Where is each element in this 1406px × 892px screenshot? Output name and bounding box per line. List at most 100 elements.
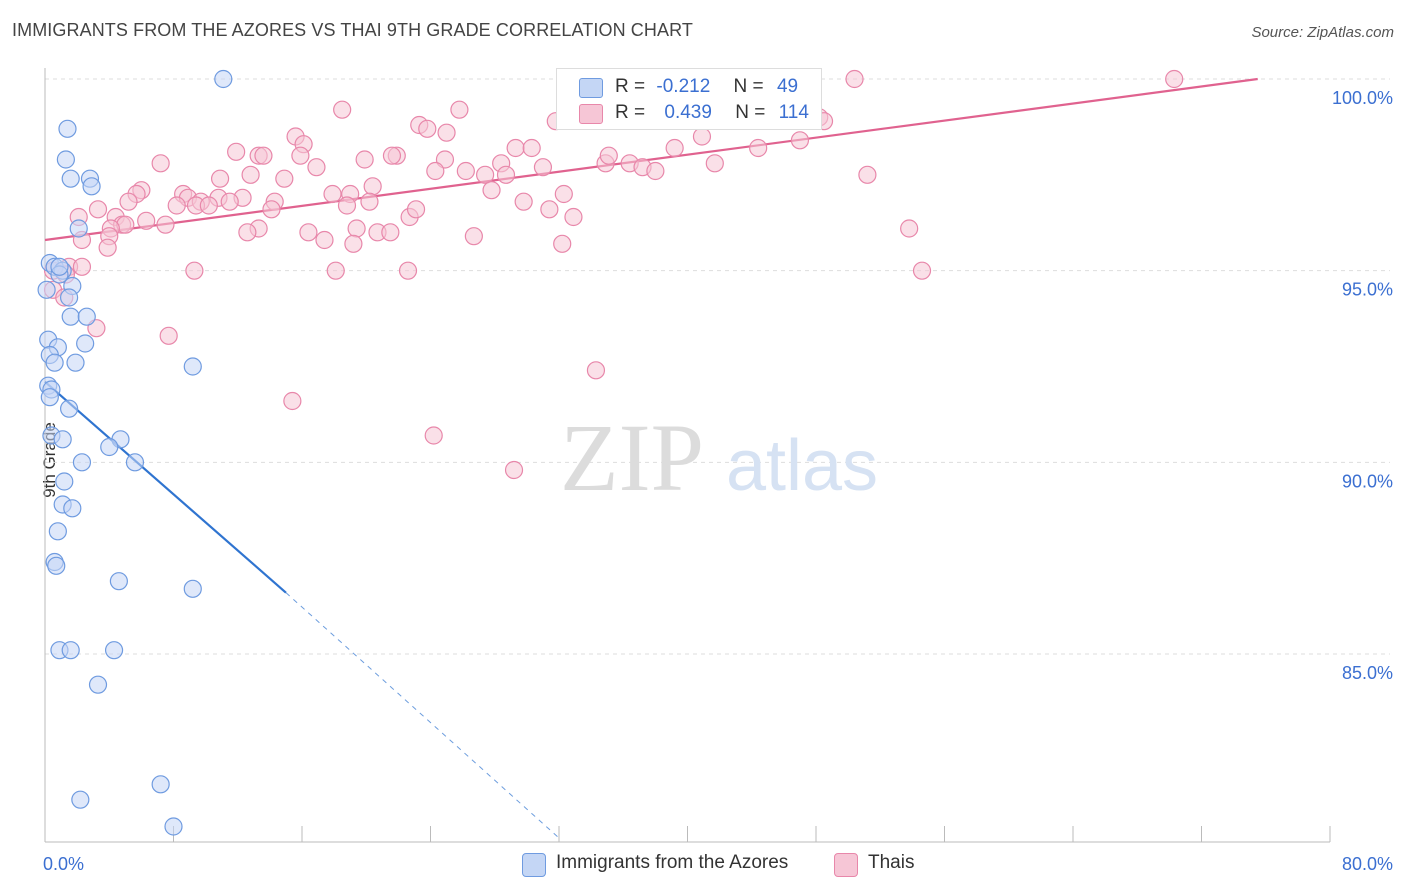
thais-point — [333, 100, 352, 119]
r-label: R = — [615, 76, 646, 97]
thais-point — [167, 196, 186, 215]
azores-point — [58, 119, 77, 138]
x-tick-label: 80.0% — [1342, 854, 1393, 874]
thais-point — [326, 261, 345, 280]
azores-point — [59, 399, 79, 418]
gridlines — [45, 78, 1390, 655]
thais-point — [858, 165, 877, 184]
thais-point — [156, 215, 175, 234]
azores-point — [63, 499, 82, 518]
azores-point — [40, 388, 59, 407]
thais-point — [533, 158, 553, 177]
y-tick-label: 100.0% — [1332, 88, 1393, 108]
thais-point — [424, 426, 443, 445]
thais-point — [159, 326, 178, 345]
thais-point — [406, 200, 426, 219]
stats-row-thais: R = 0.439 N = 114 — [557, 101, 821, 127]
y-tick-labels: 85.0% 90.0% 95.0% 100.0% — [1332, 88, 1393, 683]
azores-point — [214, 69, 233, 89]
thais-point — [227, 142, 246, 161]
azores-legend-swatch — [522, 853, 546, 877]
thais-point — [482, 181, 501, 200]
thais-point — [514, 192, 533, 211]
thais-point — [119, 192, 138, 211]
thais-point — [599, 146, 618, 165]
thais-point — [426, 161, 445, 181]
r-value: -0.212 — [656, 76, 711, 97]
azores-point — [47, 556, 66, 575]
n-value: 49 — [776, 76, 799, 97]
azores-point — [69, 219, 88, 238]
azores-point — [72, 453, 92, 472]
thais-point — [275, 169, 294, 188]
thais-point — [363, 177, 382, 196]
thais-point — [586, 361, 606, 380]
thais-point — [464, 227, 483, 246]
stats-text-thais: R = 0.439 N = 114 — [615, 102, 809, 124]
thais-point — [476, 165, 495, 184]
thais-point — [344, 234, 363, 253]
azores-point — [82, 177, 101, 196]
thais-point — [315, 230, 334, 250]
azores-point — [53, 430, 72, 449]
trend-line-azores — [44, 381, 287, 594]
r-value: 0.439 — [664, 102, 712, 123]
thais-point — [564, 207, 583, 227]
thais-point — [504, 460, 524, 480]
thais-point — [845, 69, 864, 89]
azores-point — [77, 307, 96, 326]
azores-point — [100, 437, 119, 457]
azores-point — [88, 675, 108, 694]
azores-legend-label: Immigrants from the Azores — [556, 852, 789, 873]
thais-point — [496, 165, 516, 184]
azores-point — [109, 572, 128, 591]
thais-point — [506, 138, 525, 158]
trend-extension-azores — [285, 592, 560, 839]
thais-point — [185, 261, 204, 280]
azores-point — [45, 353, 64, 372]
x-tick-labels: 0.0% 80.0% — [43, 854, 1393, 874]
thais-point — [646, 161, 665, 181]
thais-point — [137, 211, 156, 230]
thais-point — [299, 223, 318, 242]
n-label: N = — [735, 102, 766, 123]
azores-point — [71, 790, 90, 809]
thais-point — [238, 223, 257, 242]
thais-point — [450, 100, 469, 119]
thais-point — [705, 154, 724, 173]
azores-point — [183, 357, 202, 376]
y-tick-label: 85.0% — [1342, 663, 1393, 683]
thais-point — [900, 219, 919, 238]
source-label: Source: ZipAtlas.com — [1251, 24, 1394, 41]
x-tick-label: 0.0% — [43, 854, 84, 874]
thais-point — [241, 165, 260, 184]
thais-point — [337, 196, 357, 215]
thais-point — [88, 200, 108, 219]
thais-point — [307, 158, 326, 177]
azores-point — [164, 817, 183, 836]
azores-point — [61, 307, 80, 326]
thais-point — [749, 138, 768, 158]
azores-point — [48, 522, 67, 541]
azores-point — [61, 641, 80, 660]
thais-point — [692, 127, 712, 146]
azores-point — [59, 288, 79, 307]
thais-point — [790, 131, 810, 150]
azores-point — [151, 775, 170, 794]
thais-point — [291, 146, 310, 165]
thais-point — [355, 150, 374, 169]
azores-point — [104, 641, 124, 660]
thais-point — [151, 154, 170, 173]
stats-row-azores: R = -0.212 N = 49 — [557, 75, 821, 101]
thais-point — [98, 238, 117, 257]
n-label: N = — [733, 76, 764, 97]
stats-text-azores: R = -0.212 N = 49 — [615, 76, 798, 98]
azores-points — [37, 69, 233, 836]
azores-point — [61, 169, 80, 188]
thais-point — [381, 223, 400, 242]
thais-point — [398, 261, 418, 280]
r-label: R = — [615, 102, 646, 123]
azores-point — [125, 453, 145, 472]
thais-point — [254, 146, 273, 165]
stats-legend: R = -0.212 N = 49 R = 0.439 N = 114 — [556, 68, 822, 130]
